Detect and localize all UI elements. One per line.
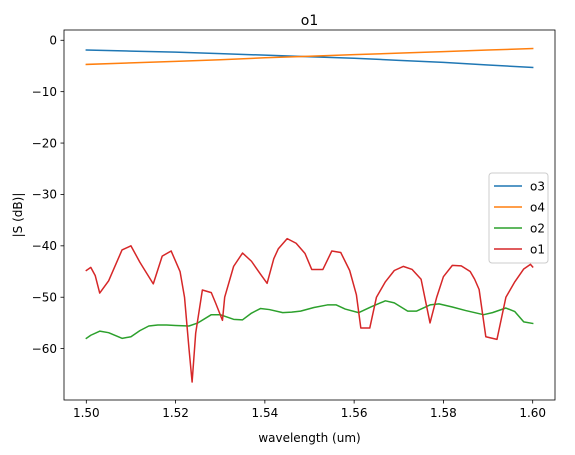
series-line-o1 — [85, 237, 534, 383]
x-tick-label: 1.58 — [430, 406, 457, 420]
x-tick-label: 1.50 — [73, 406, 100, 420]
y-axis-label: |S (dB)| — [11, 193, 25, 238]
y-tick-label: −40 — [32, 239, 57, 253]
plot-area-frame — [63, 29, 556, 401]
legend-label-o2: o2 — [530, 221, 545, 235]
legend-frame — [488, 172, 549, 264]
legend-label-o4: o4 — [530, 200, 545, 214]
y-tick-label: −20 — [32, 136, 57, 150]
x-axis-label: wavelength (um) — [258, 431, 360, 445]
legend-label-o1: o1 — [530, 242, 545, 256]
series-line-o2 — [85, 300, 534, 340]
series-line-o4 — [85, 47, 534, 66]
y-tick-label: −50 — [32, 291, 57, 305]
chart-title: o1 — [301, 13, 318, 29]
y-tick-label: 0 — [49, 34, 57, 48]
y-tick-label: −10 — [32, 85, 57, 99]
x-tick-label: 1.60 — [519, 406, 546, 420]
axis-ticks: 1.50 1.52 1.54 1.56 1.58 1.60 0 −10 −20 −30 −40 −50… — [32, 34, 546, 420]
y-tick-label: −60 — [32, 342, 57, 356]
x-tick-label: 1.54 — [252, 406, 279, 420]
y-tick-label: −30 — [32, 188, 57, 202]
x-tick-label: 1.52 — [162, 406, 189, 420]
x-tick-label: 1.56 — [341, 406, 368, 420]
legend: o3 o4 o2 o1 — [488, 172, 549, 264]
series-layer — [85, 47, 534, 383]
legend-label-o3: o3 — [530, 179, 545, 193]
